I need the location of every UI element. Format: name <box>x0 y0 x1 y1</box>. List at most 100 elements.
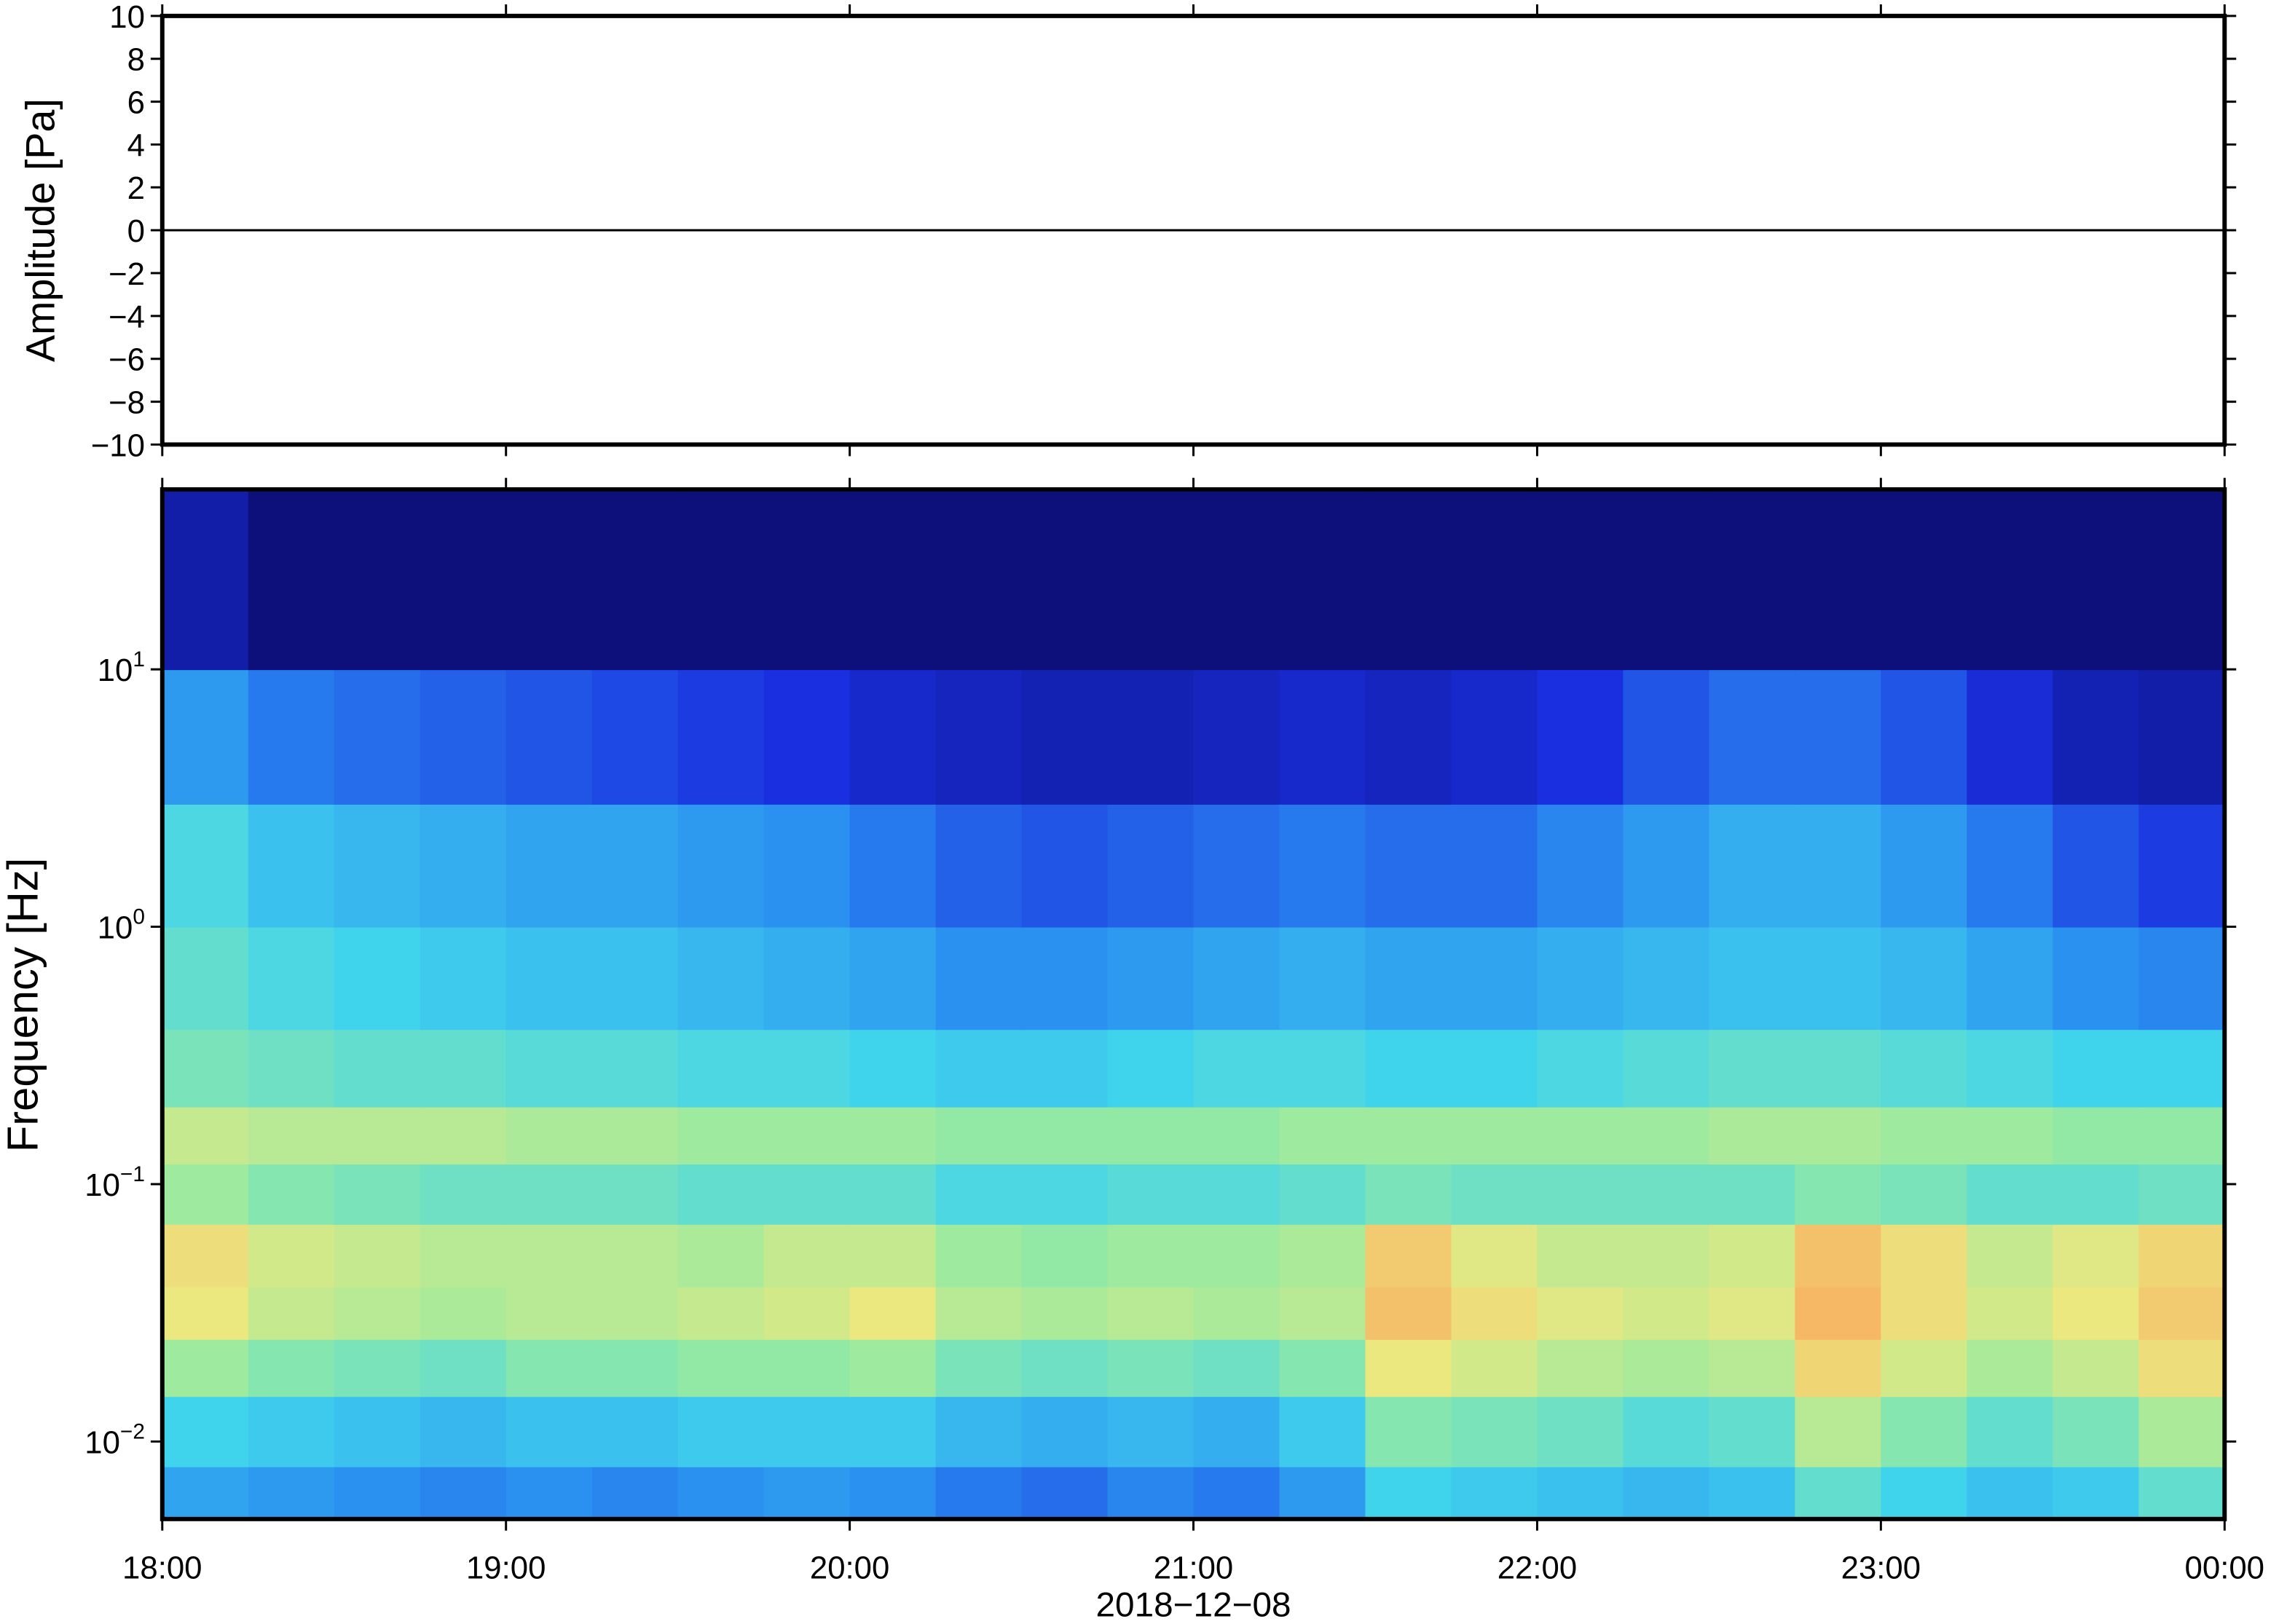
spectrogram-cell <box>1193 1106 1280 1165</box>
spectrogram-cell <box>1451 1396 1538 1467</box>
spectrogram-cell <box>1537 1029 1624 1108</box>
spectrogram-cell <box>162 803 249 928</box>
spectrogram-cell <box>1365 1223 1452 1288</box>
spectrogram-cell <box>2052 489 2140 671</box>
spectrogram-cell <box>849 1286 937 1340</box>
spectrogram-cell <box>591 1164 679 1225</box>
spectrogram-cell <box>248 1029 335 1108</box>
x-tick-label: 19:00 <box>466 1550 546 1585</box>
spectrogram-cell <box>420 1466 507 1520</box>
spectrogram-cell <box>420 1223 507 1288</box>
spectrogram-cell <box>1365 1339 1452 1398</box>
spectrogram-cell <box>1279 669 1366 805</box>
spectrogram-cell <box>1279 926 1366 1030</box>
spectrogram-cell <box>1279 803 1366 928</box>
spectrogram-cell <box>1623 1286 1710 1340</box>
spectrogram-cell <box>1709 803 1796 928</box>
spectrogram-cell <box>1881 489 1968 671</box>
spectrogram-cell <box>1021 1164 1109 1225</box>
x-tick-label: 22:00 <box>1497 1550 1577 1585</box>
spectrogram-cell <box>334 1164 421 1225</box>
spectrogram-cell <box>1623 489 1710 671</box>
spectrogram-cell <box>162 1029 249 1108</box>
spectrogram-cell <box>935 1286 1023 1340</box>
spectrogram-cell <box>1193 803 1280 928</box>
spectrogram-cell <box>505 489 593 671</box>
spectrogram-cell <box>591 1106 679 1165</box>
spectrogram-cell <box>420 1286 507 1340</box>
spectrogram-cell <box>763 489 851 671</box>
spectrogram-cell <box>1537 1396 1624 1467</box>
spectrogram-cell <box>1537 1286 1624 1340</box>
spectrogram-cell <box>1279 1164 1366 1225</box>
spectrogram-cell <box>1107 1223 1194 1288</box>
spectrogram-cell <box>591 1339 679 1398</box>
spectrogram-cell <box>677 489 765 671</box>
spectrogram-cell <box>420 926 507 1030</box>
spectrogram-cell <box>1107 803 1194 928</box>
spectrogram-cell <box>420 669 507 805</box>
spectrogram-cell <box>1451 803 1538 928</box>
spectrogram-cell <box>677 1029 765 1108</box>
spectrogram-cell <box>1537 1223 1624 1288</box>
y-axis-label: Amplitude [Pa] <box>17 98 63 362</box>
spectrogram-cell <box>677 1466 765 1520</box>
spectrogram-cell <box>248 1396 335 1467</box>
spectrogram-cell <box>1021 1396 1109 1467</box>
spectrogram-cell <box>1021 1286 1109 1340</box>
spectrogram-cell <box>1021 1106 1109 1165</box>
spectrogram-cell <box>1967 1339 2054 1398</box>
spectrogram-cell <box>2138 489 2226 671</box>
spectrogram-cell <box>763 926 851 1030</box>
spectrogram-cell <box>591 1466 679 1520</box>
spectrogram-cell <box>2052 1029 2140 1108</box>
spectrogram-cell <box>849 669 937 805</box>
spectrogram-cell <box>2138 926 2226 1030</box>
spectrogram-cell <box>591 1223 679 1288</box>
spectrogram-cell <box>1537 926 1624 1030</box>
spectrogram-cell <box>1451 669 1538 805</box>
spectrogram-cell <box>1795 1396 1882 1467</box>
spectrogram-cell <box>935 926 1023 1030</box>
spectrogram-cell <box>248 669 335 805</box>
spectrogram-cell <box>1537 1164 1624 1225</box>
spectrogram-cell <box>1537 1339 1624 1398</box>
spectrogram-cell <box>1451 1466 1538 1520</box>
y-tick-base: 10 <box>84 1424 120 1460</box>
spectrogram-cell <box>1537 669 1624 805</box>
y-tick-label: 2 <box>127 170 145 206</box>
spectrogram-cell <box>505 1286 593 1340</box>
spectrogram-cell <box>1881 1339 1968 1398</box>
spectrogram-cell <box>1193 1466 1280 1520</box>
y-tick-label: 101 <box>98 647 145 688</box>
spectrogram-cell <box>677 1106 765 1165</box>
x-tick-label: 18:00 <box>122 1550 202 1585</box>
spectrogram-cell <box>2138 1106 2226 1165</box>
y-tick-label: 4 <box>127 127 145 163</box>
spectrogram-cell <box>1451 1106 1538 1165</box>
spectrogram-cell <box>334 1223 421 1288</box>
spectrogram-cell <box>162 1106 249 1165</box>
spectrogram-cell <box>1709 1286 1796 1340</box>
spectrogram-cell <box>334 1396 421 1467</box>
spectrogram-cell <box>849 803 937 928</box>
spectrogram-cell <box>1795 1339 1882 1398</box>
x-axis-label: 2018−12−08 <box>1096 1586 1291 1624</box>
spectrogram-cell <box>1279 1286 1366 1340</box>
spectrogram-cell <box>2138 1286 2226 1340</box>
spectrogram-cell <box>1709 669 1796 805</box>
y-tick-label: 6 <box>127 84 145 120</box>
spectrogram-cell <box>1021 926 1109 1030</box>
spectrogram-cell <box>1795 669 1882 805</box>
spectrogram-cell <box>1279 1106 1366 1165</box>
spectrogram-cell <box>1365 803 1452 928</box>
y-tick-label: −10 <box>91 427 145 463</box>
spectrogram-cell <box>248 1164 335 1225</box>
spectrogram-cell <box>1967 1396 2054 1467</box>
spectrogram-cell <box>1193 1396 1280 1467</box>
spectrogram-cell <box>1967 1164 2054 1225</box>
spectrogram-cell <box>420 1339 507 1398</box>
spectrogram-cell <box>849 1466 937 1520</box>
spectrogram-cell <box>2052 1466 2140 1520</box>
